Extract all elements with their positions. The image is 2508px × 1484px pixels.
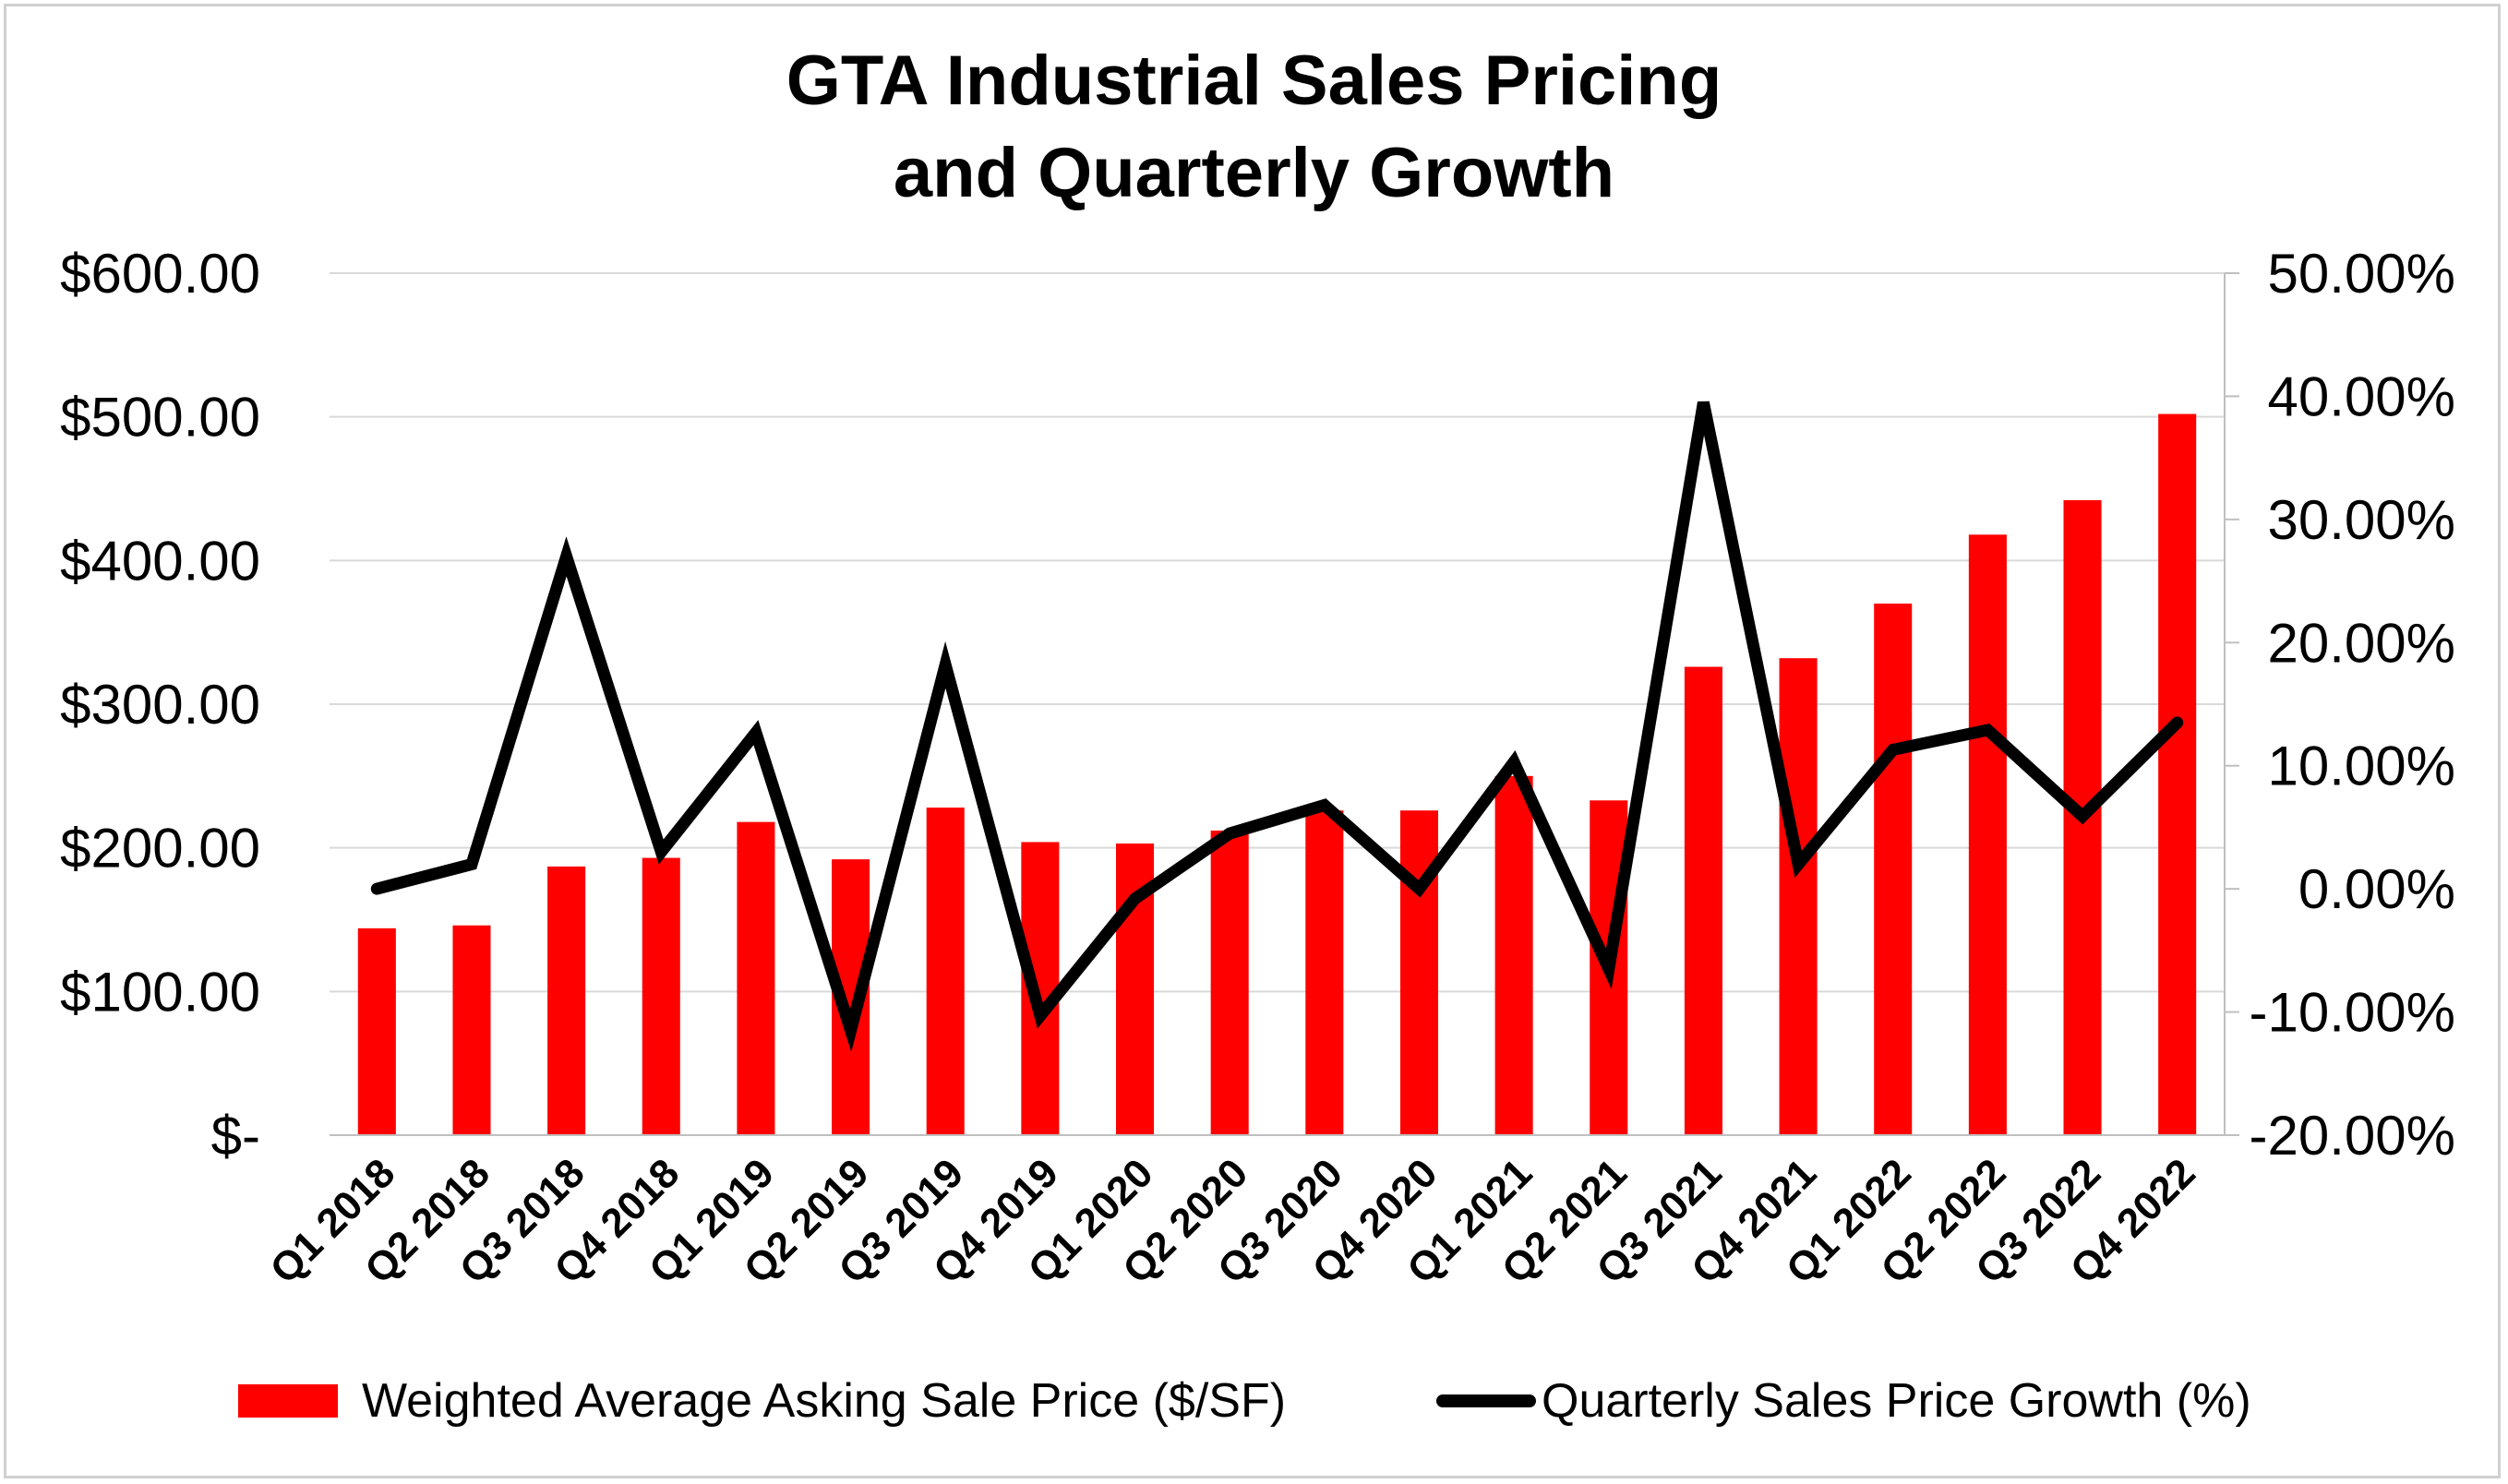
- line-point: [944, 664, 947, 666]
- bar: [1399, 810, 1439, 1135]
- legend-swatch-bar: [238, 1384, 338, 1418]
- legend-label-price: Weighted Average Asking Sale Price ($/SF…: [362, 1374, 1287, 1428]
- legend-label-growth: Quarterly Sales Price Growth (%): [1542, 1374, 2251, 1428]
- growth-line: [370, 401, 2184, 1053]
- right-tick-label: 30.00%: [2268, 489, 2456, 551]
- chart-title-line-2: and Quarterly Growth: [893, 134, 1615, 212]
- line-point: [470, 863, 473, 866]
- line-point: [1134, 897, 1136, 900]
- left-tick-label: $500.00: [60, 387, 260, 449]
- bar: [1305, 810, 1344, 1135]
- line-point: [1038, 1014, 1041, 1017]
- chart-title-line-1: GTA Industrial Sales Pricing: [786, 42, 1722, 120]
- line-point: [565, 555, 568, 557]
- bar: [452, 925, 491, 1135]
- left-tick-label: $200.00: [60, 818, 260, 880]
- gridlines: [330, 272, 2225, 993]
- left-tick-label: $400.00: [60, 530, 260, 592]
- line-point: [1797, 863, 1800, 866]
- bar: [1968, 534, 2007, 1135]
- left-axis-ticks: $- $100.00 $200.00 $300.00 $400.00 $500.00 $60…: [60, 243, 260, 1167]
- bar: [547, 866, 586, 1135]
- line-point: [376, 888, 378, 891]
- line-point: [1607, 967, 1610, 970]
- legend: Weighted Average Asking Sale Price ($/SF…: [0, 1364, 2508, 1438]
- right-axis-ticks: -20.00% -10.00% 0.00% 10.00% 20.00% 30.00% 40.…: [2225, 243, 2455, 1167]
- right-tick-label: 20.00%: [2268, 612, 2456, 674]
- bar: [1874, 604, 1913, 1135]
- line-point: [1891, 748, 1894, 751]
- left-tick-label: $600.00: [60, 243, 260, 305]
- right-tick-label: 10.00%: [2268, 736, 2456, 797]
- legend-swatch-line: [1436, 1394, 1536, 1407]
- line-point: [1229, 832, 1231, 835]
- axes: [330, 273, 2226, 1136]
- bar: [357, 928, 396, 1135]
- right-tick-label: 0.00%: [2298, 858, 2455, 920]
- line-point: [1702, 401, 1705, 404]
- right-tick-label: -10.00%: [2250, 982, 2455, 1044]
- left-tick-label: $300.00: [60, 674, 260, 736]
- right-tick-label: -20.00%: [2250, 1105, 2455, 1167]
- bar: [2158, 413, 2197, 1135]
- bar: [1494, 775, 1533, 1135]
- bar: [1779, 658, 1818, 1135]
- line-point: [1323, 804, 1326, 807]
- line-point: [1513, 760, 1516, 763]
- left-tick-label: $-: [211, 1105, 260, 1167]
- bar: [737, 821, 775, 1135]
- line-point: [2176, 722, 2178, 724]
- right-tick-label: 40.00%: [2268, 365, 2456, 427]
- legend-item-price: Weighted Average Asking Sale Price ($/SF…: [238, 1364, 1286, 1438]
- bar: [1684, 666, 1722, 1135]
- line-series: [370, 401, 2184, 1053]
- chart-title: GTA Industrial Sales Pricing and Quarter…: [0, 35, 2508, 220]
- bar: [926, 808, 965, 1135]
- line-point: [1986, 729, 1989, 732]
- line-point: [660, 851, 663, 854]
- left-tick-label: $100.00: [60, 961, 260, 1023]
- legend-item-growth: Quarterly Sales Price Growth (%): [1436, 1364, 2251, 1438]
- bar: [1210, 830, 1249, 1135]
- line-point: [849, 1029, 852, 1032]
- right-tick-label: 50.00%: [2268, 243, 2456, 305]
- bar: [642, 857, 680, 1135]
- line-point: [754, 731, 757, 734]
- line-point: [1418, 888, 1421, 891]
- line-point: [2082, 815, 2084, 818]
